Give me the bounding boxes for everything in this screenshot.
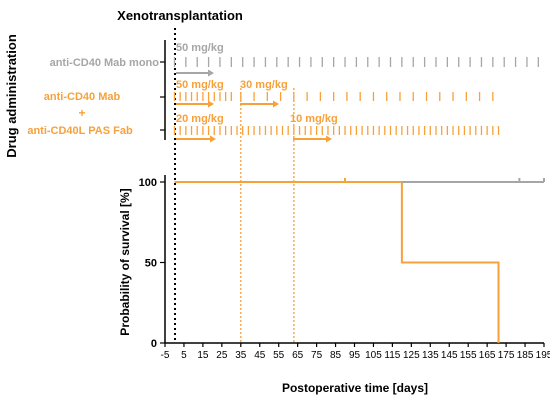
drug-administration-axis-label: Drug administration [4,34,19,158]
y-axis-title: Probability of survival [%] [118,188,132,335]
mono-dose-arrowhead [208,69,214,77]
fab-dose-arrowhead-1 [210,135,216,143]
xenotransplantation-label: Xenotransplantation [117,8,243,23]
dose-switch-lines [240,88,295,343]
y-tick-label: 100 [139,177,157,189]
x-tick-label: 125 [403,350,420,361]
fab-dose-label-1: 20 mg/kg [176,113,224,125]
x-tick-label: 105 [365,350,382,361]
x-tick-label: 135 [422,350,439,361]
x-tick-label: 115 [384,350,400,361]
mono-dose-label: 50 mg/kg [176,42,224,54]
x-tick-label: 195 [536,350,550,361]
y-axis-ticks: 0 50 100 [139,177,165,350]
mab-dose-arrowhead-1 [208,100,214,108]
x-tick-label: 165 [479,350,496,361]
combo-row-label-top: anti-CD40 Mab [44,91,121,103]
x-tick-label: 45 [254,350,266,361]
fab-dose-ticks [173,126,500,135]
x-tick-label: 65 [292,350,304,361]
mono-row-label: anti-CD40 Mab mono [50,57,160,69]
mono-dose-ticks [173,57,539,67]
mab-dose-arrowhead-2 [273,100,279,108]
survival-curve-1 [174,181,500,343]
fab-dose-arrowhead-2 [326,135,332,143]
x-tick-label: 85 [330,350,342,361]
mab-dose-label-1: 50 mg/kg [176,79,224,91]
x-tick-label: 75 [311,350,323,361]
x-tick-label: 25 [216,350,228,361]
x-tick-label: 35 [235,350,247,361]
combo-row-label-plus: + [78,106,85,120]
mab-dose-label-2: 30 mg/kg [240,79,288,91]
fab-dose-label-2: 10 mg/kg [290,113,338,125]
mab-dose-ticks [173,92,494,101]
x-tick-label: -5 [161,350,170,361]
x-axis-ticks: -5 5 15 25 35 45 55 65 75 85 95 105 115 125 135 145 155 1… [161,343,550,361]
x-tick-label: 185 [517,350,534,361]
y-tick-label: 50 [145,258,157,270]
y-tick-label: 0 [151,338,157,350]
x-tick-label: 155 [460,350,477,361]
survival-curves [174,178,545,343]
x-tick-label: 175 [498,350,515,361]
x-tick-label: 15 [197,350,209,361]
x-axis-title: Postoperative time [days] [282,381,428,395]
combo-row-label-bottom: anti-CD40L PAS Fab [27,125,133,137]
x-tick-label: 145 [441,350,458,361]
x-tick-label: 5 [181,350,187,361]
x-tick-label: 55 [273,350,285,361]
x-tick-label: 95 [349,350,361,361]
